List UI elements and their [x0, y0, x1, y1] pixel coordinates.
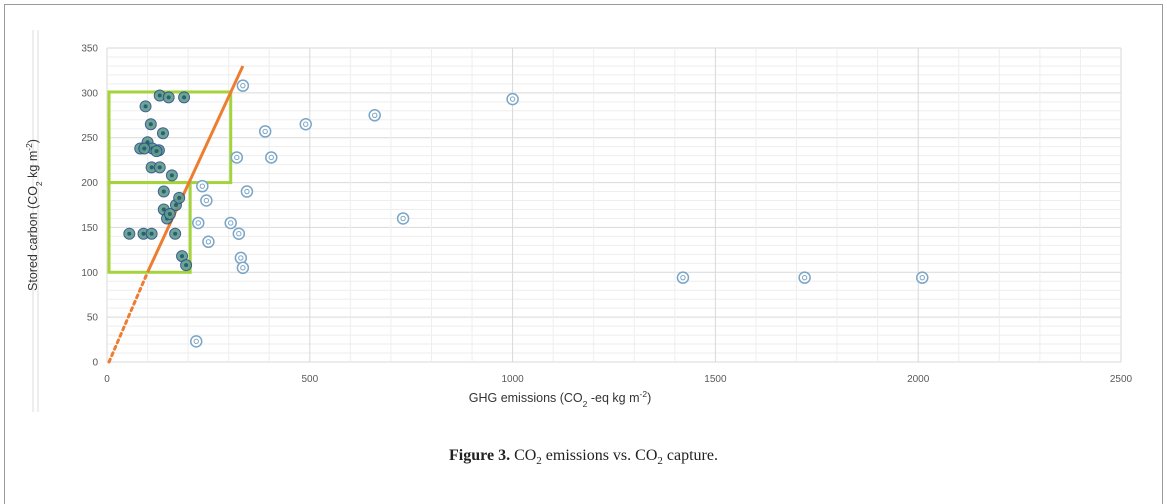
- hollow-data-point: [202, 235, 215, 249]
- filled-data-point-center: [127, 231, 132, 236]
- hollow-data-point-center: [240, 82, 246, 89]
- hollow-data-point-center: [801, 274, 808, 281]
- hollow-data-point: [189, 335, 203, 348]
- trendline-dotted: [107, 270, 150, 364]
- filled-data-point-center: [157, 165, 162, 170]
- hollow-data-point: [299, 118, 312, 131]
- filled-data-point-center: [143, 104, 148, 109]
- filled-data-point-center: [141, 231, 146, 236]
- hollow-data-point: [368, 109, 381, 122]
- x-tick-label: 1000: [501, 374, 524, 385]
- hollow-data-point-center: [228, 220, 234, 226]
- x-tick-label: 2500: [1110, 374, 1133, 385]
- filled-data-point-center: [161, 207, 166, 212]
- hollow-data-point-center: [205, 239, 212, 245]
- y-tick-label: 250: [81, 133, 98, 144]
- figure-frame: [4, 4, 1163, 504]
- hollow-data-point-center: [244, 188, 250, 195]
- hollow-data-point-center: [268, 154, 274, 161]
- caption-text: CO2 emissions vs. CO2 capture.: [514, 447, 718, 468]
- hollow-data-point-center: [509, 96, 516, 102]
- y-tick-label: 200: [81, 178, 98, 189]
- filled-data-point-center: [169, 173, 174, 178]
- scatter-chart: 0 50 100 150 200 250 300 350 0 500 1000 1500 2000 25…: [24, 30, 1133, 412]
- filled-data-point-center: [173, 203, 178, 207]
- hollow-data-point: [240, 185, 254, 198]
- hollow-data-point-center: [303, 121, 309, 127]
- x-tick-label: 0: [104, 374, 110, 385]
- hollow-data-point: [506, 92, 519, 106]
- x-axis-title: GHG emissions (CO2 -eq kg m-2): [469, 389, 651, 409]
- hollow-data-point-center: [680, 274, 686, 281]
- filled-data-point-center: [184, 263, 189, 268]
- filled-data-point-center: [161, 189, 166, 194]
- y-tick-label: 350: [81, 44, 98, 55]
- filled-data-point-center: [182, 95, 187, 100]
- filled-data-point-center: [166, 95, 171, 100]
- hollow-data-point: [258, 125, 272, 138]
- hollow-data-point-center: [262, 128, 268, 135]
- trendline-solid: [146, 65, 245, 273]
- hollow-data-point: [676, 271, 690, 284]
- hollow-data-point: [798, 271, 811, 284]
- y-tick-label: 0: [92, 358, 98, 369]
- hollow-data-point-center: [203, 197, 210, 204]
- hollow-data-point-center: [400, 215, 406, 222]
- hollow-data-point-center: [199, 183, 206, 189]
- hollow-data-point: [396, 212, 410, 225]
- hollow-data-point: [265, 151, 278, 164]
- highlight-box: [107, 181, 192, 274]
- filled-data-point-center: [149, 165, 154, 170]
- data-points: [123, 79, 929, 348]
- hollow-data-point: [232, 227, 246, 240]
- filled-data-point-center: [157, 93, 162, 98]
- filled-data-point-center: [154, 149, 159, 154]
- hollow-data-point: [236, 261, 250, 275]
- filled-data-point-center: [177, 195, 182, 200]
- y-tick-labels: 0 50 100 150 200 250 300 350: [81, 44, 98, 369]
- hollow-data-point-center: [238, 255, 244, 261]
- trendline: [107, 65, 245, 364]
- hollow-data-point: [224, 216, 237, 230]
- hollow-data-point-center: [236, 231, 242, 237]
- figure-label: Figure 3.: [449, 447, 511, 464]
- y-tick-label: 100: [81, 268, 98, 279]
- hollow-data-point-center: [371, 112, 378, 118]
- filled-data-point-center: [167, 211, 172, 216]
- x-tick-label: 1500: [704, 374, 727, 385]
- y-axis-title: Stored carbon (CO2 kg m-2): [24, 139, 44, 291]
- x-tick-label: 2000: [907, 374, 930, 385]
- y-tick-label: 150: [81, 223, 98, 234]
- hollow-data-point: [200, 194, 213, 207]
- filled-data-point-center: [142, 146, 147, 151]
- filled-data-point-center: [148, 122, 153, 127]
- hollow-data-point: [236, 79, 250, 92]
- y-tick-label: 50: [87, 313, 99, 324]
- hollow-data-point-center: [240, 265, 246, 271]
- hollow-data-point: [192, 216, 205, 230]
- y-tick-label: 300: [81, 88, 98, 99]
- hollow-data-point: [196, 179, 209, 193]
- x-tick-labels: 0 500 1000 1500 2000 2500: [104, 374, 1132, 385]
- gridlines: [106, 47, 1122, 363]
- filled-data-point-center: [180, 254, 185, 259]
- filled-data-point-center: [160, 131, 165, 136]
- hollow-data-point: [234, 251, 248, 265]
- x-tick-label: 500: [301, 374, 318, 385]
- filled-data-point-center: [173, 231, 178, 236]
- hollow-data-point-center: [193, 338, 199, 345]
- hollow-data-point: [230, 151, 244, 164]
- hollow-data-point-center: [234, 154, 240, 161]
- hollow-data-point: [916, 271, 929, 284]
- figure-caption: Figure 3. CO2 emissions vs. CO2 capture.: [0, 447, 1167, 467]
- hollow-data-point-center: [919, 274, 925, 281]
- filled-data-point-center: [149, 231, 154, 236]
- hollow-data-point-center: [195, 220, 201, 226]
